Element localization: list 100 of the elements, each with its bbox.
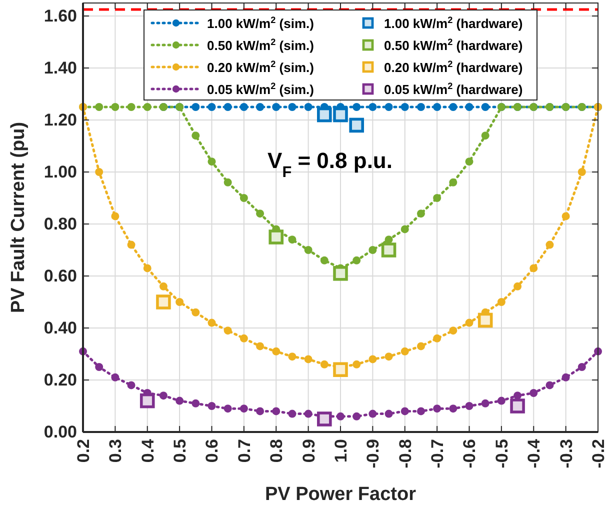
point [156, 294, 171, 310]
point [481, 132, 490, 140]
point [111, 212, 120, 220]
point [368, 410, 377, 418]
x-tick-label: 0.9 [299, 439, 318, 463]
point [176, 396, 184, 405]
y-tick-label: 0.40 [44, 318, 77, 338]
x-tick-label: -0.2 [588, 439, 605, 468]
point [497, 298, 506, 306]
point [192, 132, 200, 140]
point [381, 242, 396, 258]
y-tick-label: 0.60 [44, 266, 77, 286]
point [240, 103, 248, 111]
legend-label: 0.20 kW/m$^{2}$ (hardware) [384, 59, 523, 75]
x-tick-label: 0.6 [202, 439, 222, 463]
point [449, 178, 458, 186]
point [208, 103, 216, 111]
point [546, 381, 554, 390]
point [95, 168, 104, 176]
legend-label: 0.50 kW/m$^{2}$ (hardware) [384, 37, 523, 53]
x-tick-label: 0.3 [106, 439, 126, 463]
point [317, 412, 332, 426]
point [416, 103, 425, 111]
point [159, 282, 168, 290]
point [224, 326, 232, 335]
y-tick-label: 1.60 [44, 6, 77, 26]
point [208, 402, 216, 410]
point [416, 342, 425, 350]
point [384, 236, 393, 244]
x-tick-label: 0.8 [267, 439, 286, 463]
point [95, 363, 104, 371]
point [304, 103, 312, 111]
x-tick-label: 0.2 [74, 439, 93, 463]
point [176, 298, 184, 306]
point [143, 103, 152, 111]
point [578, 363, 586, 371]
point [317, 107, 332, 122]
annotation: V$_{F}$ = 0.8 p.u. [268, 148, 392, 180]
point [384, 103, 393, 111]
point [478, 312, 493, 328]
point [433, 194, 442, 202]
point [433, 334, 442, 342]
point [465, 318, 474, 327]
x-axis-title: PV Power Factor [265, 484, 417, 505]
point [465, 158, 474, 166]
x-tick-label: -0.8 [396, 439, 415, 468]
point [288, 103, 296, 111]
point [127, 103, 136, 111]
point [272, 103, 280, 111]
point [240, 334, 248, 342]
point [433, 404, 442, 413]
point [400, 347, 409, 356]
point [368, 103, 377, 111]
x-tick-label: 0.5 [170, 439, 190, 463]
y-tick-label: 0.20 [44, 370, 77, 390]
point [127, 240, 136, 249]
point [352, 412, 361, 420]
point [95, 103, 104, 111]
point [240, 194, 248, 202]
point [433, 103, 442, 111]
point [530, 264, 538, 272]
point [352, 103, 361, 111]
point [256, 210, 264, 218]
point [368, 246, 377, 254]
point [497, 396, 506, 405]
point [111, 103, 120, 111]
point [400, 225, 409, 234]
point [333, 362, 348, 377]
point [268, 230, 284, 244]
x-tick-label: 0.7 [234, 439, 254, 463]
point [352, 360, 361, 368]
y-tick-label: 1.20 [44, 110, 77, 130]
point [400, 103, 409, 111]
x-tick-label: -0.7 [428, 439, 448, 468]
y-tick-label: 1.40 [44, 58, 77, 78]
x-tick-label: -0.4 [524, 438, 544, 468]
point [384, 352, 393, 361]
point [449, 404, 458, 413]
point [400, 407, 409, 416]
x-tick-label: -0.5 [492, 439, 512, 468]
point [140, 393, 155, 408]
point [304, 246, 312, 254]
point [159, 392, 168, 400]
point [208, 158, 216, 166]
point [449, 103, 458, 111]
point [240, 404, 248, 413]
point [333, 107, 348, 122]
point [111, 373, 120, 382]
point [256, 103, 264, 111]
point [288, 352, 296, 361]
x-tick-label: -0.3 [556, 439, 576, 468]
x-tick-label: -0.6 [460, 439, 480, 468]
point [481, 103, 490, 111]
point [465, 402, 474, 410]
point [416, 407, 425, 416]
point [192, 103, 200, 111]
point [530, 389, 538, 397]
point [546, 240, 554, 249]
point [514, 282, 522, 290]
x-tick-label: 1.0 [331, 439, 350, 463]
